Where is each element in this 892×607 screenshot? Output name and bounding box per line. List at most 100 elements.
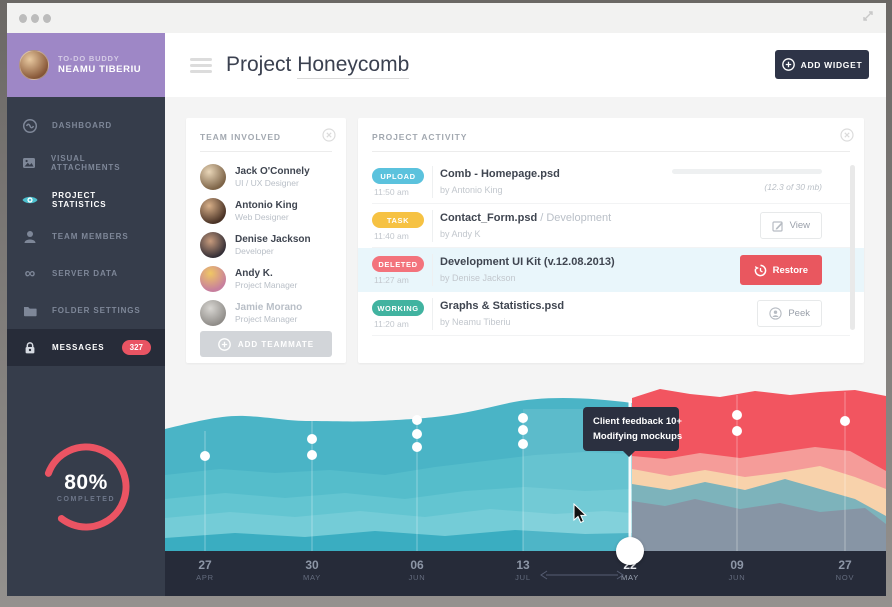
plus-circle-icon [217, 337, 231, 351]
activity-title: Comb - Homepage.psd [440, 168, 560, 180]
team-panel-title: TEAM INVOLVED [200, 132, 281, 142]
person-icon [21, 229, 39, 245]
lock-icon [21, 340, 39, 356]
add-widget-label: ADD WIDGET [800, 59, 863, 70]
activity-row-working[interactable]: WORKING 11:20 am Graphs & Statistics.psd… [358, 292, 864, 336]
dashboard-icon [21, 118, 39, 134]
tick-06-jun: 06 JUN [408, 558, 426, 582]
edit-icon [771, 220, 783, 232]
team-member-row[interactable]: Denise Jackson Developer [200, 228, 336, 262]
hamburger-menu-icon[interactable] [190, 55, 212, 76]
sidebar: TO-DO BUDDY NEAMU TIBERIU DASHBOARD VISU… [7, 33, 165, 596]
image-icon [21, 155, 38, 171]
mouse-cursor [573, 503, 588, 524]
add-widget-button[interactable]: ADD WIDGET [775, 50, 869, 79]
plus-circle-icon [781, 58, 795, 71]
view-label: View [789, 220, 810, 231]
add-teammate-label: ADD TEAMMATE [237, 339, 315, 349]
sidebar-item-server-data[interactable]: ∞ SERVER DATA [7, 255, 165, 292]
activity-row-upload[interactable]: UPLOAD 11:50 am Comb - Homepage.psd by A… [358, 160, 864, 204]
member-name: Denise Jackson [235, 233, 311, 245]
timeline-axis: 27 APR 30 MAY 06 JUN 13 JUL 22 MAY 09 JUN 27 NO… [165, 551, 886, 596]
member-name: Jamie Morano [235, 301, 303, 313]
page-title-project-name[interactable]: Honeycomb [297, 53, 410, 79]
activity-row-task[interactable]: TASK 11:40 am Contact_Form.psd / Develop… [358, 204, 864, 248]
sidebar-item-project-statistics[interactable]: PROJECT STATISTICS [7, 181, 165, 218]
activity-timeline-chart: Client feedback 10+ Modifying mockups 27… [165, 381, 886, 596]
sidebar-item-label: FOLDER SETTINGS [52, 306, 141, 315]
activity-subtitle: by Neamu Tiberiu [440, 317, 511, 327]
main-content: TEAM INVOLVED Jack O'Connely UI / UX Desi… [165, 97, 886, 596]
member-role: Project Manager [235, 279, 298, 290]
member-name: Jack O'Connely [235, 165, 310, 177]
sidebar-item-visual-attachments[interactable]: VISUAL ATTACHMENTS [7, 144, 165, 181]
messages-count-badge: 327 [121, 340, 151, 355]
peek-button[interactable]: Peek [757, 300, 822, 327]
view-button[interactable]: View [759, 212, 822, 239]
close-icon[interactable] [840, 128, 854, 147]
sidebar-item-messages[interactable]: MESSAGES 327 [7, 329, 165, 366]
upload-progress-bar [672, 169, 822, 174]
team-member-row[interactable]: Jamie Morano Project Manager [200, 296, 336, 330]
member-role: Web Designer [235, 211, 289, 222]
status-badge: WORKING [372, 300, 424, 316]
app-window: TO-DO BUDDY NEAMU TIBERIU DASHBOARD VISU… [7, 3, 886, 596]
person-circle-icon [769, 307, 782, 320]
restore-label: Restore [772, 264, 808, 276]
activity-time: 11:40 am [374, 231, 409, 241]
sidebar-item-team-members[interactable]: TEAM MEMBERS [7, 218, 165, 255]
sidebar-item-label: PROJECT STATISTICS [52, 190, 107, 209]
close-icon[interactable] [322, 128, 336, 147]
tooltip-line1: Client feedback 10+ [593, 416, 682, 427]
activity-title: Contact_Form.psd / Development [440, 212, 612, 224]
status-badge: UPLOAD [372, 168, 424, 184]
avatar [200, 300, 226, 326]
restore-icon [754, 264, 766, 276]
timeline-slider-handle[interactable] [616, 537, 644, 565]
team-member-row[interactable]: Andy K. Project Manager [200, 262, 336, 296]
member-role: UI / UX Designer [235, 177, 299, 188]
sidebar-item-label: SERVER DATA [52, 269, 118, 278]
avatar [200, 198, 226, 224]
activity-title: Development UI Kit (v.12.08.2013) [440, 256, 615, 268]
activity-scrollbar[interactable] [850, 165, 855, 330]
restore-button[interactable]: Restore [739, 255, 822, 285]
window-dot-2[interactable] [31, 13, 39, 23]
folder-icon [21, 303, 39, 319]
sidebar-item-label: TEAM MEMBERS [52, 232, 129, 241]
sidebar-item-label: MESSAGES [52, 343, 105, 352]
stacked-area-chart [165, 389, 886, 551]
sidebar-item-folder-settings[interactable]: FOLDER SETTINGS [7, 292, 165, 329]
team-member-row[interactable]: Jack O'Connely UI / UX Designer [200, 160, 336, 194]
sidebar-item-dashboard[interactable]: DASHBOARD [7, 107, 165, 144]
member-role: Developer [235, 245, 274, 256]
tick-27-apr: 27 APR [196, 558, 214, 582]
team-member-row[interactable]: Antonio King Web Designer [200, 194, 336, 228]
user-profile[interactable]: TO-DO BUDDY NEAMU TIBERIU [7, 33, 165, 97]
page-title-prefix: Project [226, 53, 298, 76]
sidebar-item-label: VISUAL ATTACHMENTS [50, 153, 121, 172]
activity-title: Graphs & Statistics.psd [440, 300, 565, 312]
activity-time: 11:50 am [374, 187, 409, 197]
activity-row-deleted[interactable]: DELETED 11:27 am Development UI Kit (v.1… [358, 248, 864, 292]
activity-subtitle: by Denise Jackson [440, 273, 516, 283]
status-badge: DELETED [372, 256, 424, 272]
progress-label: COMPLETED [56, 496, 116, 503]
range-arrow-icon [540, 570, 624, 580]
avatar [200, 266, 226, 292]
profile-name: NEAMU TIBERIU [58, 63, 142, 75]
member-role: Project Manager [235, 313, 298, 324]
window-dot-3[interactable] [43, 13, 51, 23]
main-header: Project Honeycomb ADD WIDGET [165, 33, 886, 97]
add-teammate-button[interactable]: ADD TEAMMATE [200, 331, 332, 357]
resize-icon[interactable] [862, 9, 874, 27]
team-involved-panel: TEAM INVOLVED Jack O'Connely UI / UX Desi… [186, 118, 346, 363]
progress-percent: 80% [64, 471, 108, 494]
profile-greeting: TO-DO BUDDY [58, 53, 120, 63]
window-dot-1[interactable] [19, 13, 27, 23]
completion-progress-ring: 80% COMPLETED [33, 434, 139, 540]
window-titlebar [7, 3, 886, 33]
status-badge: TASK [372, 212, 424, 228]
sidebar-nav: DASHBOARD VISUAL ATTACHMENTS PROJECT STA… [7, 107, 165, 366]
